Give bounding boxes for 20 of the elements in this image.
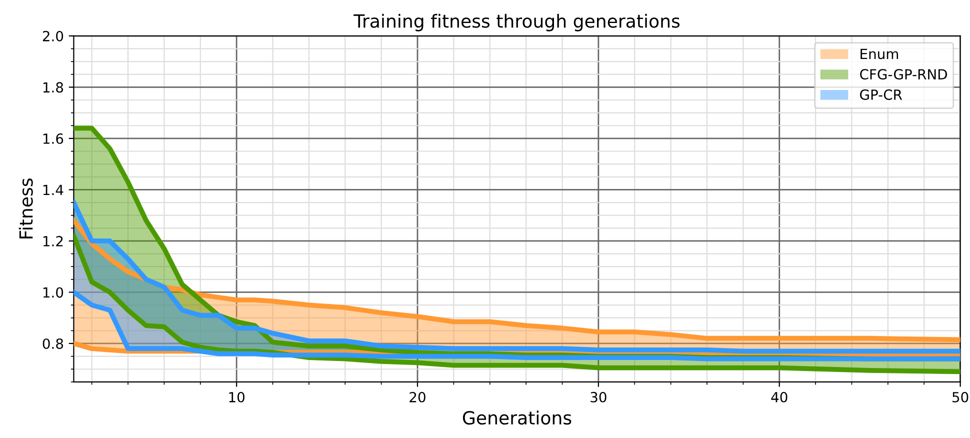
- x-tick-label: 10: [229, 392, 244, 402]
- y-tick-label: 1.2: [43, 236, 63, 246]
- x-tick-label: 20: [410, 392, 426, 402]
- legend-label: CFG-GP-RND: [860, 69, 947, 80]
- x-tick-label: 30: [590, 392, 606, 402]
- x-axis-title: Generations: [462, 410, 572, 425]
- line-series: [74, 290, 960, 362]
- x-tick-label: 40: [771, 392, 788, 402]
- y-tick-label: 0.8: [42, 338, 64, 349]
- y-tick-label: 1.6: [43, 133, 64, 144]
- y-tick-label: 2.0: [42, 30, 64, 42]
- legend-label: Enum: [860, 48, 898, 60]
- y-tick-label: 1.4: [43, 184, 64, 195]
- legend-label: GP-CR: [860, 89, 902, 100]
- x-tick-label: 50: [952, 392, 968, 402]
- line-series: [74, 233, 960, 374]
- y-axis-title: Fitness: [18, 178, 33, 238]
- y-tick-label: 1.0: [43, 287, 64, 298]
- chart-title: Training fitness through generations: [354, 14, 680, 32]
- y-tick-label: 1.8: [43, 82, 64, 93]
